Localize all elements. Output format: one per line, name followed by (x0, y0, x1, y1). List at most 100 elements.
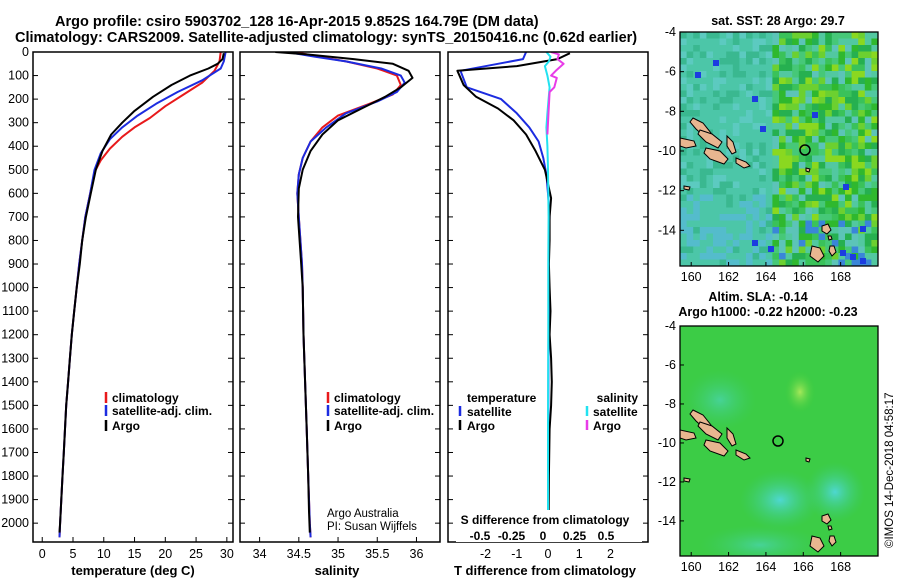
sst-pixel (739, 64, 747, 72)
sst-pixel (812, 175, 819, 182)
sst-pixel (851, 240, 859, 247)
sst-pixel (785, 168, 793, 176)
sst-pixel (706, 246, 714, 254)
sst-pixel (765, 259, 773, 266)
sla-lon-label: 168 (830, 560, 851, 574)
sst-pixel (798, 155, 806, 163)
sst-pixel (851, 149, 859, 156)
sst-pixel (732, 103, 740, 111)
sst-pixel (765, 201, 773, 208)
sst-pixel (845, 214, 852, 221)
sst-pixel (845, 32, 852, 39)
island-vanuatu-north (821, 223, 832, 235)
sst-pixel (792, 155, 800, 163)
sst-pixel (805, 64, 813, 72)
sst-pixel (765, 233, 773, 241)
sst-pixel (818, 129, 826, 137)
sst-pixel (759, 175, 767, 182)
sst-pixel (739, 58, 747, 65)
sst-pixel (746, 201, 753, 208)
sst-pixel (871, 64, 878, 72)
sst-pixel (779, 175, 786, 182)
sst-pixel (746, 253, 753, 260)
sst-pixel (831, 214, 839, 221)
island-santa-isabel (697, 421, 723, 441)
sst-pixel (845, 58, 852, 65)
legend-label-climatology: climatology (112, 391, 179, 405)
sst-pixel (680, 123, 687, 130)
sst-pixel (831, 188, 839, 195)
sst-pixel (805, 110, 813, 117)
sst-pixel (732, 220, 740, 228)
sst-pixel (831, 51, 839, 59)
sst-pixel (838, 90, 846, 98)
sst-pixel (732, 136, 740, 143)
sst-pixel (812, 168, 819, 176)
sst-pixel (719, 77, 727, 85)
sst-pixel (845, 129, 852, 137)
sst-pixel (812, 136, 819, 143)
sst-pixel (713, 181, 720, 189)
sst-pixel (739, 51, 747, 59)
sst-pixel (772, 51, 780, 59)
sst-pixel (765, 188, 773, 195)
sst-pixel (699, 181, 707, 189)
sst-pixel (746, 220, 753, 228)
sst-pixel (686, 71, 694, 78)
sst-pixel (825, 181, 833, 189)
sst-pixel (759, 110, 767, 117)
sst-pixel (825, 240, 833, 247)
sst-pixel (732, 90, 740, 98)
sst-pixel (779, 97, 786, 104)
sst-pixel (713, 214, 720, 221)
sst-pixel (713, 168, 720, 176)
sst-pixel (779, 71, 786, 78)
sst-pixel (765, 110, 773, 117)
sst-pixel (713, 116, 720, 124)
sst-pixel (699, 64, 707, 72)
sst-pixel (706, 162, 714, 169)
sst-pixel (693, 194, 701, 202)
sst-pixel (699, 259, 707, 266)
sst-pixel (864, 142, 872, 150)
sst-pixel (680, 259, 687, 266)
sst-pixel (680, 129, 687, 137)
sst-pixel (858, 201, 866, 208)
sal-series-argo-2 (275, 52, 414, 533)
sst-pixel (845, 175, 852, 182)
sst-pixel (732, 45, 740, 52)
sst-pixel (772, 129, 780, 137)
sst-pixel (719, 246, 727, 254)
temperature-panel: 0 5 10 15 20 25 300100200300400500600700800900… (1, 45, 234, 578)
sst-pixel (845, 194, 852, 202)
sst-pixel (779, 84, 786, 91)
sst-pixel (686, 155, 694, 163)
sst-pixel (686, 51, 694, 59)
sst-pixel (818, 84, 826, 91)
sst-pixel (726, 90, 734, 98)
sla-map-axes: 160 162 164 166 168 -4 -6 -8 -10 -12 -14 (658, 319, 851, 574)
sst-pixel (726, 51, 734, 59)
sst-pixel (732, 142, 740, 150)
sst-pixel (845, 240, 852, 247)
sst-pixel (831, 175, 839, 182)
sst-pixel (825, 97, 833, 104)
diff-series-sal_argo-3 (546, 52, 565, 135)
sst-pixel (680, 116, 687, 124)
sst-pixel (798, 188, 806, 195)
sst-pixel (706, 259, 714, 266)
sla-lon-label: 166 (793, 560, 814, 574)
sst-pixel (792, 259, 800, 266)
sst-pixel (858, 103, 866, 111)
temp-series-argo-2 (58, 52, 225, 533)
sst-pixel (772, 175, 780, 182)
sst-pixel (818, 103, 826, 111)
sst-pixel (838, 253, 846, 260)
sst-pixel (864, 32, 872, 39)
sst-pixel (686, 136, 694, 143)
sst-pixel (812, 194, 819, 202)
sst-pixel (693, 32, 701, 39)
sst-pixel (871, 71, 878, 78)
sst-pixel (812, 207, 819, 215)
sst-pixel (838, 175, 846, 182)
